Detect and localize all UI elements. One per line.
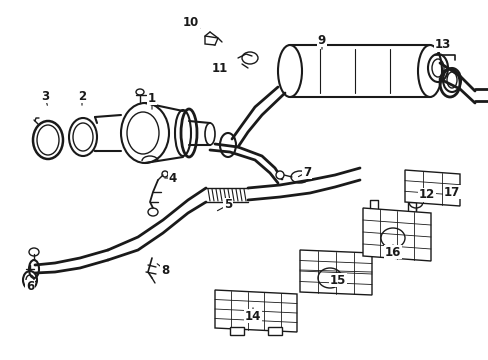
Text: 15: 15 — [329, 274, 346, 287]
Polygon shape — [404, 170, 459, 206]
Text: 12: 12 — [418, 189, 434, 202]
Text: 11: 11 — [211, 62, 228, 75]
Text: 14: 14 — [244, 310, 261, 323]
Polygon shape — [229, 327, 244, 335]
Text: 10: 10 — [183, 15, 199, 28]
Text: 6: 6 — [26, 280, 34, 293]
Text: 1: 1 — [148, 91, 156, 104]
Polygon shape — [362, 208, 430, 261]
Text: 13: 13 — [434, 39, 450, 51]
Text: 16: 16 — [384, 246, 400, 258]
Text: 2: 2 — [78, 90, 86, 103]
Text: 17: 17 — [443, 185, 459, 198]
Polygon shape — [299, 250, 371, 295]
Ellipse shape — [275, 171, 284, 179]
Text: 4: 4 — [168, 171, 177, 184]
Text: 8: 8 — [161, 264, 169, 276]
Text: 3: 3 — [41, 90, 49, 103]
Text: 5: 5 — [224, 198, 232, 211]
Text: 9: 9 — [317, 33, 325, 46]
Polygon shape — [215, 290, 296, 332]
Text: 7: 7 — [303, 166, 310, 179]
Polygon shape — [204, 36, 218, 45]
Polygon shape — [267, 327, 282, 335]
